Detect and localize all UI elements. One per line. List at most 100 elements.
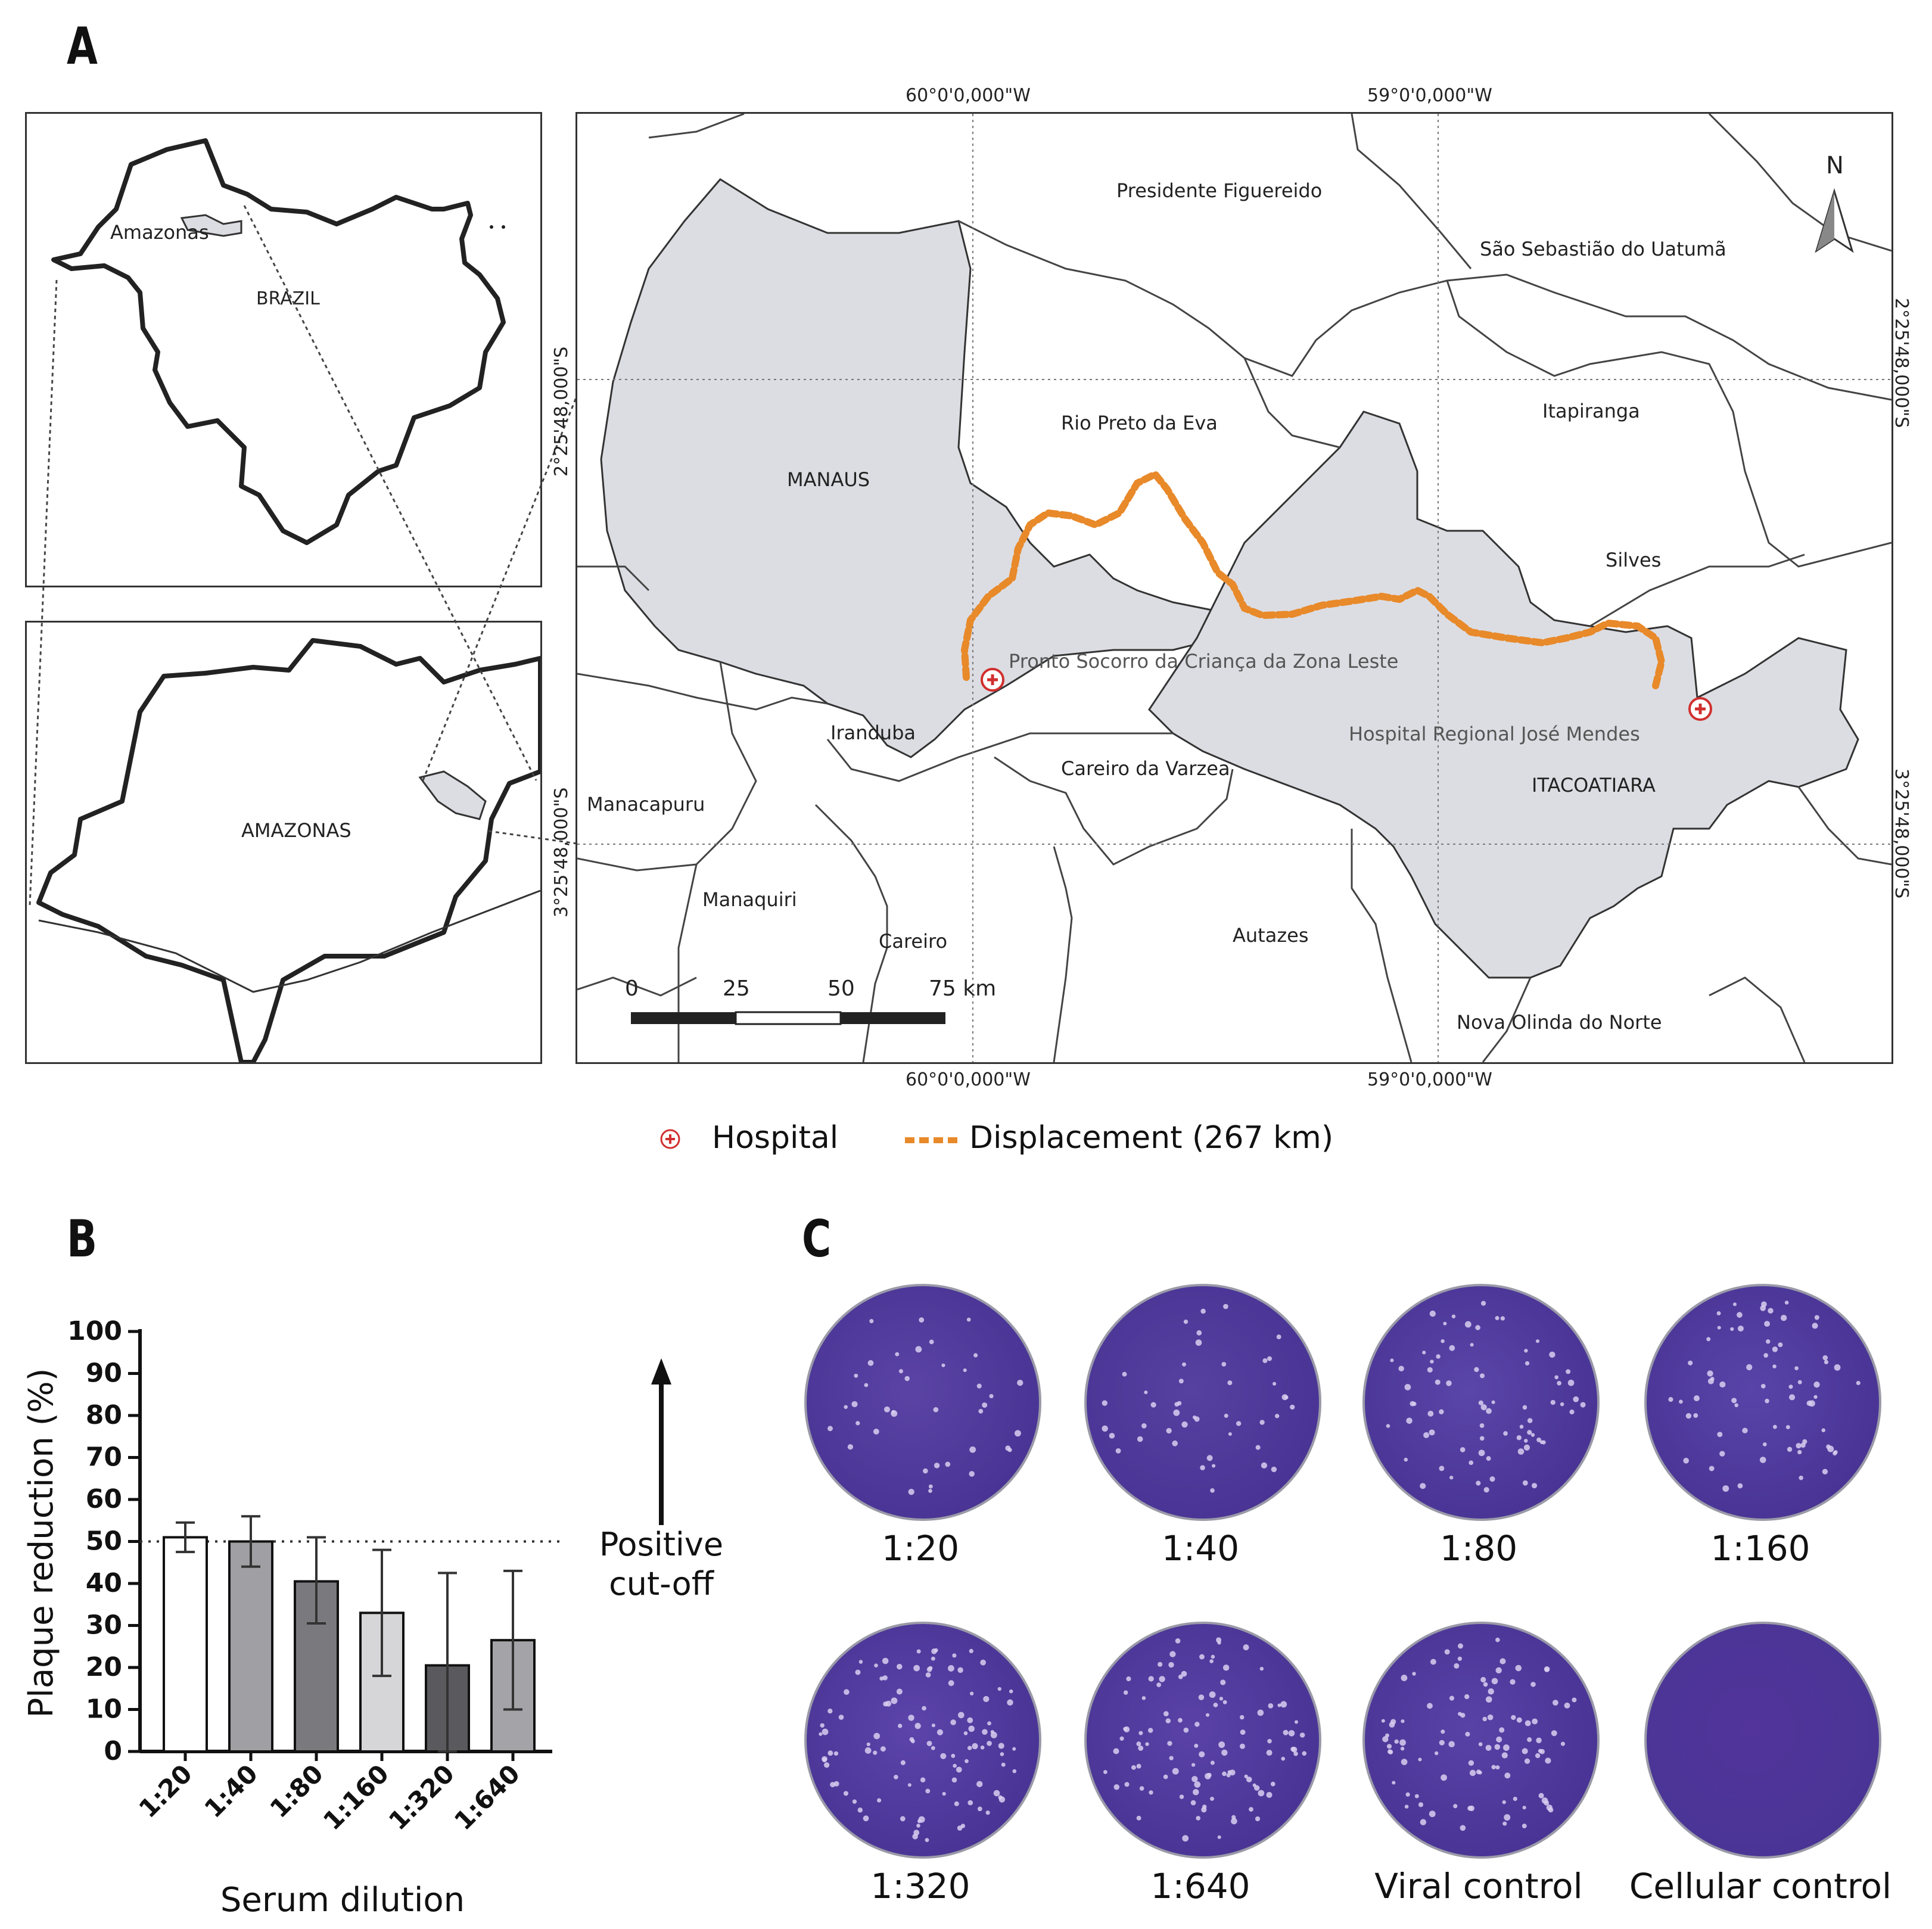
dish-label: Viral control [1374,1866,1583,1906]
plaque-spot [1227,1770,1232,1774]
plaque-spot [1480,1373,1485,1379]
culture-dish [1644,1622,1881,1859]
plaque-spot [923,1468,928,1474]
plaque-spot [1183,1727,1189,1733]
plaque-spot [1580,1402,1586,1408]
plaque-spot [928,1666,933,1670]
plaque-spot [1178,1379,1184,1384]
plaque-dots [1647,1624,1879,1856]
plaque-spot [833,1781,839,1787]
lat-label-right-north: 2°25'48,000"S [1891,298,1912,428]
plaque-spot [922,1706,926,1711]
plaque-spot [953,1763,957,1768]
plaque-spot [1486,1456,1491,1461]
plaque-spot [1259,1420,1265,1425]
plaque-spot [1136,1741,1141,1747]
plaque-spot [1205,1773,1211,1779]
plaque-spot [908,1489,914,1495]
plaque-spot [1813,1381,1820,1388]
plaque-spot [1229,1769,1236,1776]
plaque-spot [1222,1700,1227,1704]
plaque-spot [1398,1365,1404,1372]
plaque-spot [1546,1804,1553,1811]
plaque-spot [931,1723,935,1728]
plaque-spot [1258,1790,1265,1797]
plaque-spot [1257,1709,1264,1716]
plaque-spot [1513,1796,1517,1802]
panel-a-letter: A [67,17,98,76]
x-tick-label: 1:320 [383,1759,460,1835]
plaque-spot [1806,1400,1812,1406]
plaque-spot [969,1446,976,1453]
plaque-spot [1763,1353,1768,1358]
plaque-spot [1504,1772,1511,1779]
plaque-spot [874,1663,878,1667]
plaque-spot [1195,1339,1202,1346]
plaque-spot [1200,1308,1206,1314]
plaque-spot [1449,1345,1455,1351]
plaque-spot [882,1675,888,1681]
plaque-spot [1126,1676,1131,1682]
plaque-spot [1276,1334,1281,1340]
plaque-spot [1522,1748,1528,1754]
plaque-spot [900,1760,906,1765]
plaque-spot [1178,1674,1183,1679]
plaque-spot [823,1762,830,1768]
x-axis-label: Serum dilution [220,1881,465,1919]
panel-c-letter: C [802,1209,832,1269]
displacement-route [960,469,1666,689]
plaque-spot [898,1723,903,1728]
plaque-spot [969,1471,975,1477]
plaque-spot [1422,1351,1426,1355]
amazonas-border [36,638,540,1062]
plaque-spot [1834,1364,1841,1371]
plaque-spot [998,1795,1003,1800]
plaque-spot [1192,1415,1197,1420]
plaque-spot [1412,1401,1417,1407]
plaque-spot [1541,1797,1548,1804]
plaque-spot [1710,1377,1715,1381]
plaque-spot [819,1732,823,1736]
plaque-spot [1199,1654,1205,1660]
plaque-spot [1196,1330,1202,1336]
culture-dish [804,1284,1041,1521]
plaque-spot [900,1816,906,1822]
plaque-spot [1199,1751,1205,1757]
plaque-spot [1441,1774,1447,1781]
plaque-spot [1499,1658,1506,1664]
legend-displacement-label: Displacement (267 km) [969,1120,1334,1156]
plaque-spot [987,1741,992,1746]
plaque-spot [879,1676,884,1681]
plaque-spot [1539,1440,1544,1444]
plaque-spot [1007,1448,1012,1452]
plaque-spot [1173,1409,1180,1416]
plaque-spot [1799,1475,1803,1480]
plaque-spot [1390,1719,1396,1725]
plaque-spot [1495,1765,1500,1770]
plaque-spot [1158,1662,1163,1667]
plaque-spot [1109,1433,1115,1439]
plaque-spot [1441,1729,1445,1734]
north-arrow-icon [1815,188,1854,253]
plaque-spot [1439,1740,1445,1746]
plaque-spot [1007,1699,1013,1706]
plaque-spot [931,1746,935,1750]
plaque-spot [894,1775,898,1779]
plaque-spot [1430,1359,1434,1364]
plaque-spot [1217,1835,1221,1839]
plaque-spot [957,1712,965,1719]
plaque-spot [1784,1300,1789,1305]
plaque-spot [883,1701,888,1707]
plaque-spot [969,1648,973,1654]
plaque-spot [945,1461,951,1467]
plaque-spot [1796,1443,1802,1449]
plaque-spot [934,1463,940,1468]
plaque-spot [980,1746,985,1750]
plaque-spot [1175,1638,1181,1644]
plaque-spot [1001,1762,1006,1767]
plaque-spot [1469,1460,1474,1466]
plaque-spot [1294,1720,1298,1724]
plaque-spot [1822,1468,1828,1475]
plaque-spot [1159,1676,1165,1682]
plaque-spot [951,1777,957,1783]
